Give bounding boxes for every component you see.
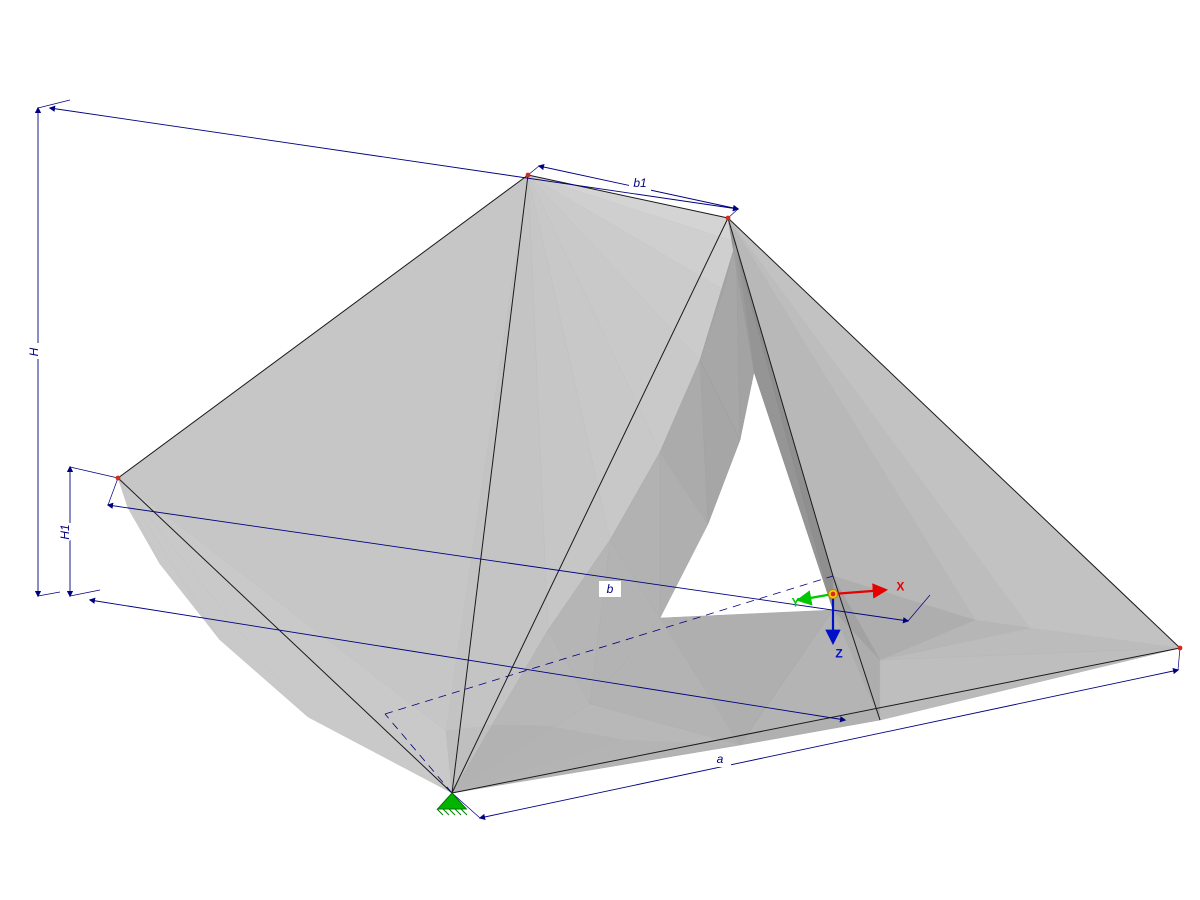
support-hatch	[455, 809, 461, 815]
dimension-label-b: b	[607, 582, 614, 596]
axis-label-x: X	[896, 579, 904, 593]
dimension-tick	[70, 467, 118, 478]
surface-group	[118, 175, 1180, 793]
dimension-label-a: a	[717, 752, 724, 766]
support-triangle-icon	[438, 793, 467, 809]
node-point	[1178, 646, 1183, 651]
dimension-tick	[1178, 648, 1180, 670]
support-hatch	[461, 809, 467, 815]
dimension-tick	[108, 478, 118, 505]
node-point	[726, 216, 731, 221]
axis-label-y: Y	[792, 595, 800, 609]
dimension-line-top_proj	[50, 108, 738, 209]
node-point	[116, 476, 121, 481]
support-hatch	[449, 809, 455, 815]
dimension-label-H: H	[27, 347, 41, 356]
dimension-label-H1: H1	[58, 524, 72, 539]
dimension-label-b1: b1	[633, 176, 646, 190]
axis-y	[799, 594, 833, 600]
surface-facet	[880, 648, 1180, 720]
dimension-tick	[70, 590, 100, 596]
diagram-stage: H H1 b1 b a X Y Z	[0, 0, 1200, 900]
dimension-tick	[38, 592, 60, 596]
axis-label-z: Z	[835, 647, 842, 661]
node-point	[526, 173, 531, 178]
dimension-tick	[38, 100, 70, 108]
support-hatch	[443, 809, 449, 815]
support-hatch	[437, 809, 443, 815]
node-point	[831, 592, 836, 597]
diagram-svg: H H1 b1 b a X Y Z	[0, 0, 1200, 900]
support-pinned	[437, 793, 467, 815]
